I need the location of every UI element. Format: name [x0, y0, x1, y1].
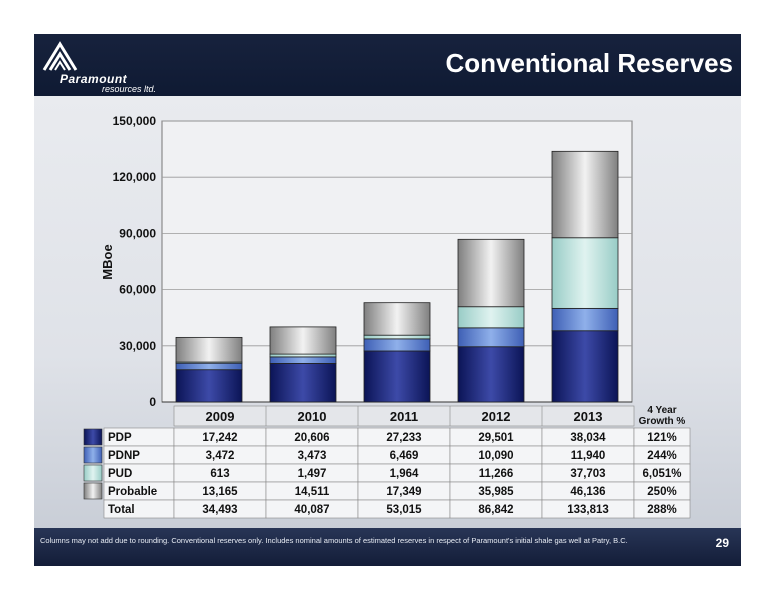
y-axis-label: MBoe	[100, 244, 115, 279]
table-cell-value: 46,136	[570, 486, 605, 498]
bar-pdp-2012	[457, 346, 525, 403]
bar-probable-2012	[457, 238, 525, 308]
table-cell-value: 38,034	[570, 432, 606, 444]
table-cell-value: 6,469	[390, 450, 419, 462]
table-cell-value: 11,266	[479, 468, 514, 480]
header-bar: Paramount resources ltd. Conventional Re…	[34, 34, 741, 96]
table-cell-value: 86,842	[478, 504, 513, 516]
table-cell-value: 17,242	[202, 432, 237, 444]
legend-swatch-probable	[83, 482, 103, 500]
table-cell-value: 27,233	[386, 432, 421, 444]
logo-mark-icon	[42, 41, 78, 71]
table-cell-value: 37,703	[570, 468, 605, 480]
table-cell-value: 3,473	[298, 450, 327, 462]
bar-probable-2011	[363, 302, 431, 336]
bar-pdnp-2009	[175, 362, 243, 371]
footer-bar: Columns may not add due to rounding. Con…	[34, 528, 741, 566]
growth-value: 244%	[647, 450, 676, 462]
growth-value: 250%	[647, 486, 676, 498]
bar-probable-2009	[175, 336, 243, 363]
table-cell-value: 133,813	[567, 504, 609, 516]
bar-pud-2010	[269, 353, 337, 358]
table-cell-value: 29,501	[478, 432, 514, 444]
table-cell-value: 20,606	[294, 432, 329, 444]
bar-pdnp-2012	[457, 327, 525, 348]
table-row-label: Total	[108, 504, 135, 516]
table-cell-value: 34,493	[202, 504, 237, 516]
y-tick-label: 60,000	[119, 283, 156, 297]
bar-pud-2012	[457, 306, 525, 329]
table-year-header: 2010	[298, 409, 327, 424]
table-cell-value: 14,511	[295, 486, 330, 498]
growth-cell	[633, 499, 691, 519]
growth-value: 6,051%	[642, 468, 681, 480]
table-year-header: 2009	[206, 409, 235, 424]
bar-pdnp-2010	[269, 356, 337, 364]
bar-pdnp-2013	[551, 307, 619, 332]
growth-header-line2: Growth %	[639, 416, 686, 427]
bar-probable-2010	[269, 326, 337, 355]
table-cell-value: 13,165	[202, 486, 238, 498]
table-cell-value: 53,015	[386, 504, 422, 516]
table-cell-value: 1,497	[298, 468, 327, 480]
bar-pdnp-2011	[363, 338, 431, 352]
growth-value: 288%	[647, 504, 676, 516]
legend-swatch-pdp	[83, 428, 103, 446]
table-row-label: PUD	[108, 468, 132, 480]
table-year-header: 2013	[574, 409, 603, 424]
table-row-label: Probable	[108, 486, 157, 498]
table-year-header: 2012	[482, 409, 511, 424]
y-tick-label: 120,000	[113, 170, 157, 184]
page-title: Conventional Reserves	[445, 48, 733, 78]
page-number: 29	[715, 536, 729, 550]
y-tick-label: 30,000	[119, 339, 156, 353]
table-cell-value: 3,472	[206, 450, 235, 462]
bar-pdp-2011	[363, 350, 431, 403]
y-tick-label: 150,000	[113, 114, 157, 128]
bar-pdp-2013	[551, 330, 619, 403]
legend-swatch-pud	[83, 464, 103, 482]
table-row-label: PDNP	[108, 450, 140, 462]
table-cell-value: 10,090	[478, 450, 513, 462]
footnote: Columns may not add due to rounding. Con…	[40, 536, 628, 545]
table-cell-value: 1,964	[390, 468, 419, 480]
bar-pdp-2010	[269, 362, 337, 403]
table-cell-value: 613	[210, 468, 229, 480]
logo-subtitle: resources ltd.	[102, 84, 157, 94]
bar-pud-2013	[551, 237, 619, 309]
table-cell-value: 40,087	[294, 504, 329, 516]
table-cell-value: 35,985	[478, 486, 514, 498]
logo-name: Paramount	[60, 72, 128, 86]
table-year-header: 2011	[390, 409, 418, 424]
bar-probable-2013	[551, 150, 619, 239]
table-header-row	[173, 405, 635, 427]
bar-pud-2011	[363, 334, 431, 340]
y-tick-label: 0	[149, 395, 156, 409]
growth-header-line1: 4 Year	[647, 405, 676, 416]
table-cell-value: 11,940	[571, 450, 606, 462]
table-cell-value: 17,349	[386, 486, 421, 498]
table-row-label: PDP	[108, 432, 132, 444]
growth-value: 121%	[647, 432, 676, 444]
y-tick-label: 90,000	[119, 226, 156, 240]
paramount-logo: Paramount resources ltd.	[40, 40, 180, 94]
bar-pdp-2009	[175, 369, 243, 403]
legend-swatch-pdnp	[83, 446, 103, 464]
